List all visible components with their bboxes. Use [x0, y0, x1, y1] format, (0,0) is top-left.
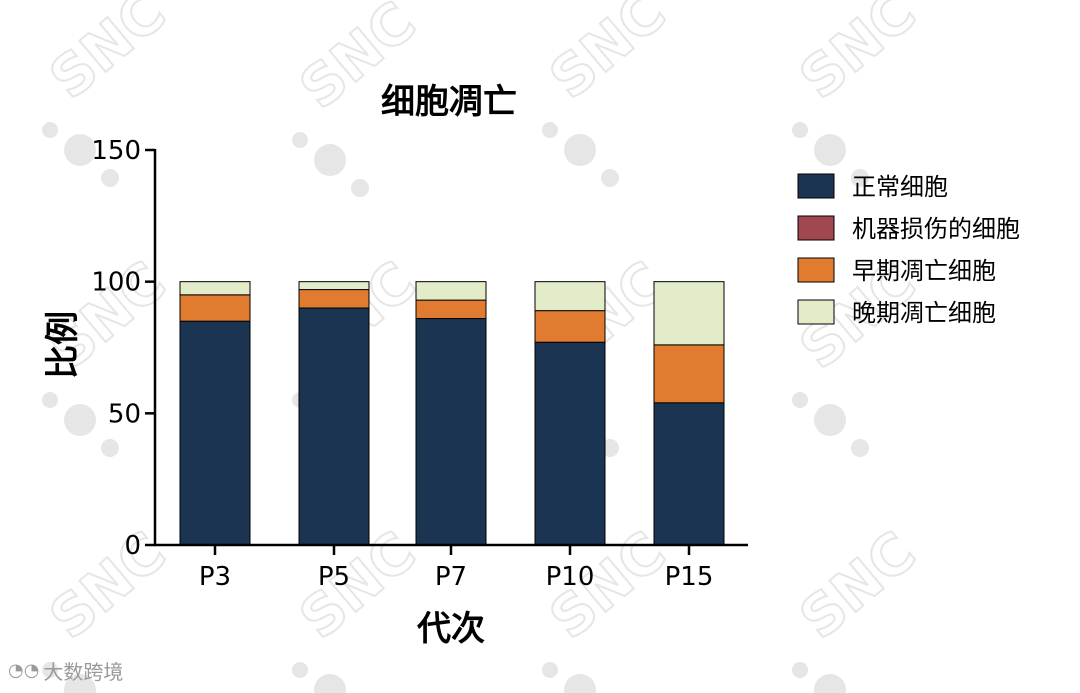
bar-P7-series-4 — [415, 281, 487, 301]
bar-P10-series-4 — [534, 281, 606, 312]
y-tick-label-50: 50 — [108, 399, 141, 429]
watermark-dot — [564, 674, 596, 693]
watermark-dot — [814, 404, 846, 436]
watermark-dot — [64, 134, 96, 166]
x-tick-label-P5: P5 — [318, 562, 350, 592]
x-tick-label-P15: P15 — [665, 562, 714, 592]
watermark-dot — [101, 439, 119, 457]
watermark-dot — [792, 392, 808, 408]
y-tick-label-150: 150 — [91, 136, 141, 166]
bar-P15-series-4 — [653, 281, 725, 346]
watermark-dot — [851, 439, 869, 457]
wechat-icon: ◔◔ — [8, 660, 40, 681]
watermark-text: SNC — [788, 0, 928, 112]
watermark-text: SNC — [38, 520, 178, 652]
watermark-dot — [64, 404, 96, 436]
bar-P3-series-1 — [179, 320, 251, 546]
watermark-dot — [564, 134, 596, 166]
bar-P3-series-3 — [179, 294, 251, 322]
x-tick-label-P3: P3 — [199, 562, 231, 592]
watermark-dot — [42, 662, 58, 678]
watermark-dot — [42, 392, 58, 408]
legend-swatch-1 — [797, 173, 835, 199]
legend-swatch-2 — [797, 215, 835, 241]
watermark-dot — [601, 169, 619, 187]
brand-mark: ◔◔ 大数跨境 — [8, 656, 123, 685]
watermark-dot — [792, 662, 808, 678]
y-axis-label: 比例 — [43, 311, 83, 379]
watermark-dot — [292, 662, 308, 678]
bar-P10-series-3 — [534, 310, 606, 343]
watermark-dot — [314, 674, 346, 693]
legend-label-2: 机器损伤的细胞 — [852, 215, 1020, 243]
watermark-dot — [42, 122, 58, 138]
y-tick-label-0: 0 — [124, 531, 141, 561]
bar-P5-series-4 — [298, 281, 370, 291]
legend-label-1: 正常细胞 — [852, 173, 948, 201]
legend-label-4: 晚期凋亡细胞 — [852, 299, 996, 327]
chart-title: 细胞凋亡 — [381, 82, 517, 122]
watermark-dot — [792, 122, 808, 138]
bar-P5-series-3 — [298, 289, 370, 309]
axes-group: 0 50 100 150 P3 P5 P7 P10 P15 — [91, 136, 748, 592]
watermark-dot — [542, 122, 558, 138]
watermark-dot — [814, 674, 846, 693]
watermark-text: SNC — [788, 520, 928, 652]
bar-P7-series-1 — [415, 318, 487, 546]
x-axis-label: 代次 — [416, 609, 485, 649]
watermark-dot — [101, 169, 119, 187]
legend-swatch-4 — [797, 299, 835, 325]
watermark: SNC — [537, 0, 679, 187]
bar-P15-series-1 — [653, 402, 725, 546]
bar-P5-series-1 — [298, 307, 370, 546]
watermark-text: SNC — [38, 0, 178, 112]
bar-P3-series-4 — [179, 281, 251, 296]
bars-group — [179, 281, 725, 546]
y-tick-label-100: 100 — [91, 268, 141, 298]
x-tick-label-P7: P7 — [435, 562, 467, 592]
bar-P15-series-3 — [653, 344, 725, 404]
watermark-dot — [351, 179, 369, 197]
bar-P10-series-1 — [534, 341, 606, 546]
watermark-dot — [542, 662, 558, 678]
watermark-dot — [314, 144, 346, 176]
legend-label-3: 早期凋亡细胞 — [852, 257, 996, 285]
watermark-dot — [851, 169, 869, 187]
watermark-dot — [292, 132, 308, 148]
watermark: SNC — [787, 0, 929, 187]
bar-P7-series-3 — [415, 299, 487, 320]
watermark-text: SNC — [538, 0, 678, 112]
watermark: SNC — [787, 519, 929, 693]
legend-swatch-3 — [797, 257, 835, 283]
watermark-dot — [814, 134, 846, 166]
watermark-dot — [64, 674, 96, 693]
brand-text: 大数跨境 — [43, 660, 124, 684]
x-tick-label-P10: P10 — [546, 562, 595, 592]
